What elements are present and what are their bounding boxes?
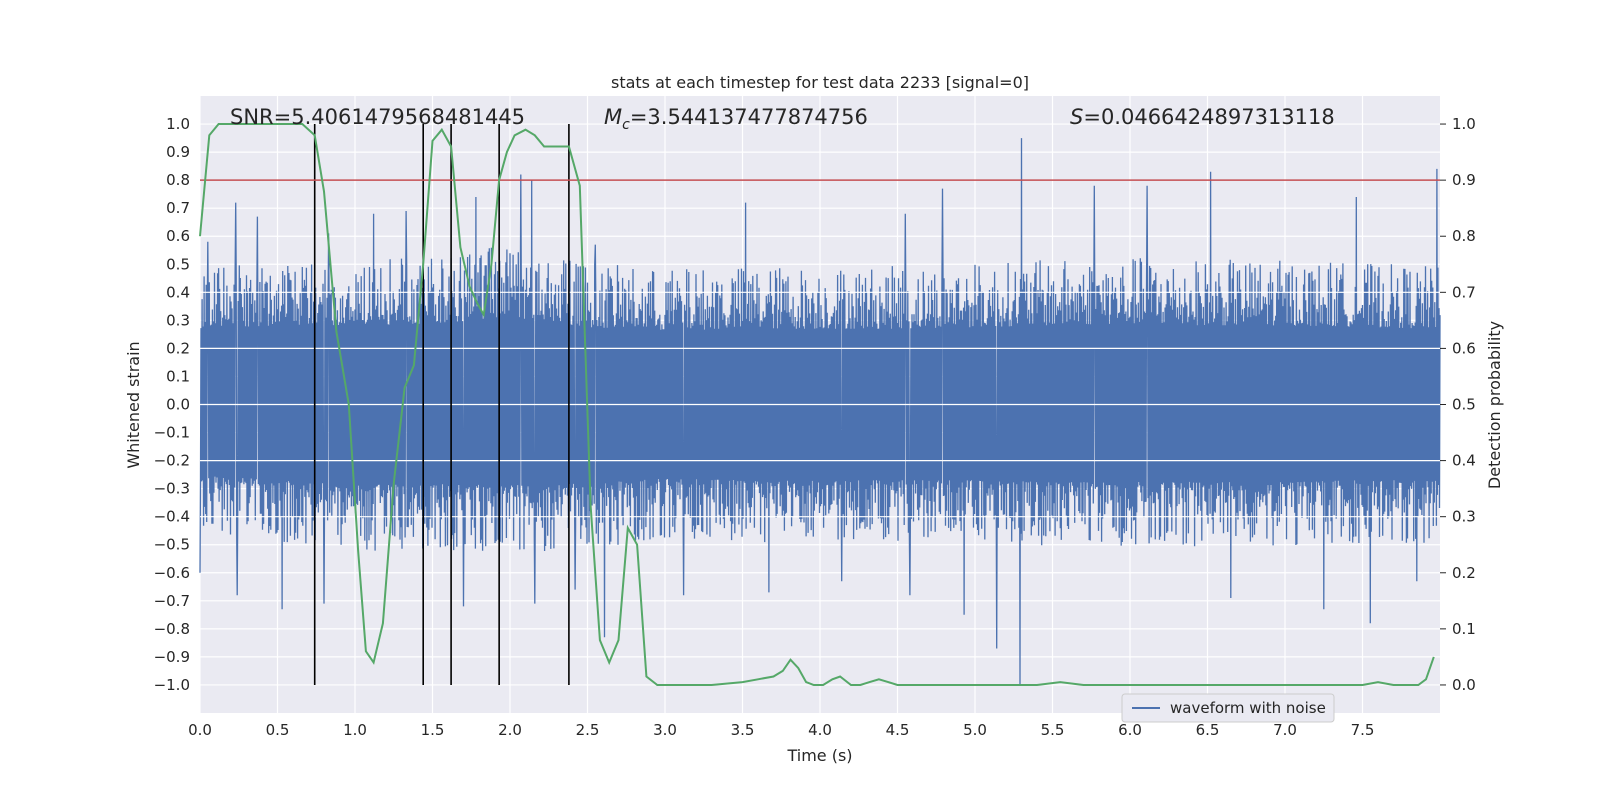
- y-axis-ticks: 1.0 0.9 0.8 0.7 0.6 0.5 0.4 0.3 0.2 0.1 0.0 −0.1 −0.…: [154, 115, 190, 694]
- snr-annotation: SNR=5.4061479568481445: [230, 105, 525, 129]
- y2-tick-label: 0.5: [1452, 396, 1476, 414]
- x-tick-label: 3.0: [653, 721, 677, 739]
- x-tick-label: 7.5: [1351, 721, 1375, 739]
- waveform-layer: [199, 138, 1441, 686]
- y-tick-label: −0.9: [154, 648, 190, 666]
- y-tick-label: −0.2: [154, 452, 190, 470]
- legend-box: [1121, 693, 1335, 723]
- y2-tick-label: 0.0: [1452, 676, 1476, 694]
- y-tick-label: 0.2: [166, 339, 190, 357]
- y-tick-label: 1.0: [166, 115, 190, 133]
- y2-axis-ticks: 1.0 0.9 0.8 0.7 0.6 0.5 0.4 0.3 0.2 0.1 0.0: [1440, 115, 1476, 694]
- x-axis-ticks: 0.0 0.5 1.0 1.5 2.0 2.5 3.0 3.5 4.0 4.5 5.0 5.5 6.0 6…: [188, 721, 1374, 739]
- x-tick-label: 6.0: [1118, 721, 1142, 739]
- s-symbol: S: [1070, 105, 1083, 129]
- chirp-mass-value: =3.544137477874756: [630, 105, 868, 129]
- legend: waveform with noise: [1121, 693, 1335, 723]
- y-tick-label: −0.5: [154, 536, 190, 554]
- x-tick-label: 1.0: [343, 721, 367, 739]
- probability-line: [199, 123, 1435, 686]
- y-tick-label: −0.6: [154, 564, 190, 582]
- y-tick-label: 0.1: [166, 367, 190, 385]
- y-tick-label: 0.3: [166, 311, 190, 329]
- y2-tick-label: 0.1: [1452, 620, 1476, 638]
- x-tick-label: 5.0: [963, 721, 987, 739]
- x-tick-label: 7.0: [1273, 721, 1297, 739]
- y2-axis-label: Detection probability: [1485, 321, 1504, 489]
- waveform-series: [199, 138, 1441, 686]
- y-tick-label: 0.7: [166, 199, 190, 217]
- y-tick-label: −0.7: [154, 592, 190, 610]
- chirp-mass-subscript: c: [622, 117, 630, 133]
- y-tick-label: 0.4: [166, 283, 190, 301]
- x-tick-label: 3.5: [731, 721, 755, 739]
- y-tick-label: 0.6: [166, 227, 190, 245]
- x-tick-label: 5.5: [1041, 721, 1065, 739]
- legend-entry-waveform: waveform with noise: [1170, 699, 1326, 717]
- x-tick-label: 4.5: [886, 721, 910, 739]
- s-annotation: S=0.0466424897313118: [1070, 105, 1335, 129]
- chart-title: stats at each timestep for test data 223…: [611, 73, 1029, 92]
- x-tick-label: 0.0: [188, 721, 212, 739]
- y2-tick-label: 1.0: [1452, 115, 1476, 133]
- y2-tick-label: 0.8: [1452, 227, 1476, 245]
- y-tick-label: −0.3: [154, 480, 190, 498]
- y2-tick-label: 0.4: [1452, 452, 1476, 470]
- y-tick-label: −0.8: [154, 620, 190, 638]
- y2-tick-label: 0.7: [1452, 283, 1476, 301]
- y-tick-label: −0.1: [154, 424, 190, 442]
- y-axis-label: Whitened strain: [124, 341, 143, 468]
- y-tick-label: 0.8: [166, 171, 190, 189]
- x-tick-label: 6.5: [1196, 721, 1220, 739]
- y-tick-label: 0.5: [166, 255, 190, 273]
- x-axis-label: Time (s): [786, 746, 852, 765]
- x-tick-label: 2.0: [498, 721, 522, 739]
- vertical-markers: [313, 124, 570, 685]
- y2-tick-label: 0.9: [1452, 171, 1476, 189]
- y-tick-label: −0.4: [154, 508, 190, 526]
- y2-tick-label: 0.3: [1452, 508, 1476, 526]
- y2-tick-label: 0.2: [1452, 564, 1476, 582]
- x-tick-label: 4.0: [808, 721, 832, 739]
- y2-tick-label: 0.6: [1452, 339, 1476, 357]
- y-tick-label: 0.0: [166, 396, 190, 414]
- chirp-mass-symbol: M: [604, 105, 622, 129]
- y-tick-label: −1.0: [154, 676, 190, 694]
- x-tick-label: 2.5: [576, 721, 600, 739]
- s-value: =0.0466424897313118: [1083, 105, 1334, 129]
- chirp-mass-annotation: Mc=3.544137477874756: [604, 105, 868, 133]
- x-tick-label: 0.5: [266, 721, 290, 739]
- x-tick-label: 1.5: [421, 721, 445, 739]
- y-tick-label: 0.9: [166, 143, 190, 161]
